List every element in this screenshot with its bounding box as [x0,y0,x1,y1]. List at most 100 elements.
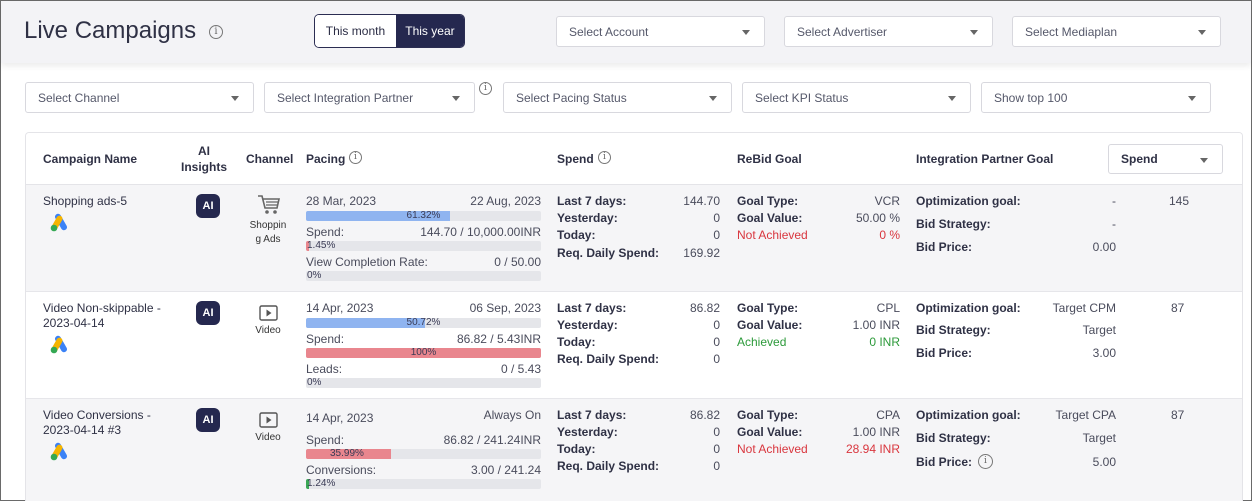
kpi-status-select-label: Select KPI Status [755,90,849,105]
spend-total: 87 [1171,408,1185,422]
yesterday-value: 0 [713,425,720,439]
spend-value: 144.70 / 10,000.00INR [420,225,541,239]
bid-strategy-value: Target [1082,323,1116,337]
metric-progress-bar: 1.24% [306,479,541,489]
sort-by-select[interactable]: Spend [1108,144,1223,174]
goal-status-value: 28.94 INR [845,442,900,456]
goal-value-label: Goal Value: [737,425,803,439]
goal-type-value: CPA [876,408,900,422]
last7-label: Last 7 days: [557,408,627,422]
kpi-status-select[interactable]: Select KPI Status [742,82,971,113]
header-pacing[interactable]: Pacing [306,152,346,166]
campaign-name-line1: Video Non-skippable - [43,301,161,315]
metric-label: Leads: [306,362,343,376]
pacing-progress-fill [306,211,451,221]
table-header: Campaign Name AI Insights Channel Pacing… [26,133,1242,185]
video-play-icon [259,305,278,321]
table-row[interactable]: Video Non-skippable - 2023-04-14 AI Vide… [26,292,1242,399]
caret-down-icon [1188,96,1196,101]
metric-value: 0 / 50.00 [494,255,541,269]
caret-down-icon [709,96,717,101]
spend-total: 145 [1169,194,1190,208]
this-month-button[interactable]: This month [315,15,396,47]
pacing-progress-fill [306,318,426,328]
header-ai-insights-line1: AI [198,144,210,158]
metric-label: Conversions: [306,463,377,477]
today-label: Today: [557,335,596,349]
channel-select[interactable]: Select Channel [25,82,254,113]
mediaplan-select[interactable]: Select Mediaplan [1012,16,1221,47]
campaign-name[interactable]: Video Conversions - 2023-04-14 #3 [43,408,178,438]
channel-label-line2: g Ads [255,234,281,245]
yesterday-label: Yesterday: [557,318,618,332]
goal-type-value: CPL [876,301,900,315]
pacing-start-date: 14 Apr, 2023 [306,301,374,315]
header-rebid-goal[interactable]: ReBid Goal [737,152,802,166]
account-select[interactable]: Select Account [556,16,765,47]
bid-price-label: Bid Price: [916,346,973,360]
last7-label: Last 7 days: [557,194,627,208]
integration-partner-select[interactable]: Select Integration Partner [264,82,475,113]
info-icon[interactable]: i [349,151,362,164]
google-ads-icon [50,335,67,354]
pacing-progress-label: 61.32% [406,211,441,221]
spend-progress-fill [306,449,391,459]
info-icon[interactable]: i [598,151,611,164]
header-campaign-name[interactable]: Campaign Name [43,152,138,166]
table-row[interactable]: Video Conversions - 2023-04-14 #3 AI Vid… [26,399,1242,501]
caret-down-icon [970,30,978,35]
today-value: 0 [713,228,720,242]
spend-progress-label: 100% [410,348,437,358]
bid-strategy-label: Bid Strategy: [916,217,991,231]
channel-label: Video [255,325,281,336]
campaign-name-line1: Video Conversions - [43,408,151,422]
metric-progress-label: 0% [307,378,322,388]
google-ads-icon [50,442,67,461]
goal-status-value: 0 % [879,228,900,242]
campaign-name[interactable]: Video Non-skippable - 2023-04-14 [43,301,178,331]
metric-progress-fill [306,479,309,489]
pacing-progress-label: 50.72% [406,318,441,328]
header-channel[interactable]: Channel [246,152,294,166]
opt-goal-label: Optimization goal: [916,408,1021,422]
info-icon[interactable]: i [978,454,993,469]
channel-label: Shoppin g Ads [244,219,292,247]
mediaplan-select-label: Select Mediaplan [1025,24,1118,39]
campaign-name-line2: 2023-04-14 [43,316,105,330]
pacing-end-date: Always On [483,408,541,422]
goal-status: Achieved [737,335,787,349]
ai-insights-button[interactable]: AI [196,194,220,218]
info-icon[interactable]: i [479,82,492,95]
shopping-cart-icon [258,195,280,214]
header-spend[interactable]: Spend [557,152,594,166]
ai-insights-button[interactable]: AI [196,301,220,325]
today-label: Today: [557,228,596,242]
req-daily-value: 0 [713,459,720,473]
pacing-status-select-label: Select Pacing Status [516,90,627,105]
goal-value-value: 1.00 INR [852,318,900,332]
goal-type-value: VCR [874,194,900,208]
ai-insights-button[interactable]: AI [196,408,220,432]
goal-value-label: Goal Value: [737,318,803,332]
pacing-start-date: 14 Apr, 2023 [306,411,374,425]
channel-label-line1: Shoppin [249,220,287,231]
goal-status-value: 0 INR [869,335,900,349]
bid-price-value: 0.00 [1092,240,1116,254]
caret-down-icon [1200,158,1208,163]
this-year-button[interactable]: This year [395,15,464,47]
info-icon[interactable]: i [209,25,223,39]
integration-partner-select-label: Select Integration Partner [277,90,414,105]
bid-strategy-label: Bid Strategy: [916,323,991,337]
yesterday-value: 0 [713,211,720,225]
goal-status: Not Achieved [737,228,808,242]
goal-type-label: Goal Type: [737,194,799,208]
goal-type-label: Goal Type: [737,408,799,422]
header-integration-partner-goal[interactable]: Integration Partner Goal [916,152,1054,166]
table-row[interactable]: Shopping ads-5 AI Shoppin g Ads 28 Mar, … [26,185,1242,292]
advertiser-select[interactable]: Select Advertiser [784,16,993,47]
bid-price-value: 5.00 [1092,455,1116,469]
show-top-select[interactable]: Show top 100 [981,82,1211,113]
pacing-status-select[interactable]: Select Pacing Status [503,82,732,113]
campaign-name[interactable]: Shopping ads-5 [43,194,128,208]
last7-value: 86.82 [689,408,720,422]
